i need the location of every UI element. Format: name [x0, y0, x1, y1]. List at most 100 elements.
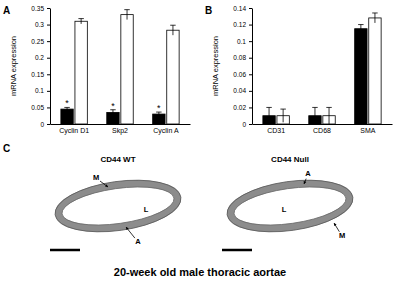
panel-label: A: [3, 5, 10, 16]
y-tick: 0.12: [233, 21, 252, 28]
y-tick: 0: [40, 121, 50, 128]
panel-label: C: [3, 143, 10, 154]
y-tick-mark: [47, 74, 50, 75]
chart-1: 00.020.040.060.080.10.120.14CD31CD68SMA: [233, 5, 392, 134]
error-cap: [170, 25, 175, 26]
error-cap: [312, 107, 317, 108]
y-tick: 0.25: [31, 38, 50, 45]
y-tick: 0.1: [35, 87, 50, 94]
error-cap: [78, 18, 83, 19]
error-bar: [329, 107, 330, 124]
y-tick: 0.05: [31, 104, 50, 111]
scale-bar: [222, 249, 252, 252]
image-title: CD44 WT: [100, 155, 135, 164]
y-tick: 0.1: [237, 38, 252, 45]
y-tick-mark: [249, 107, 252, 108]
error-bar: [172, 25, 173, 35]
x-axis: Cyclin D1 Skp2 Cyclin A: [51, 124, 191, 135]
vessel-lumen-edge: [60, 181, 177, 231]
caption: 20-week old male thoracic aortae: [114, 266, 286, 278]
y-tick-mark: [47, 124, 50, 125]
error-bar: [81, 19, 82, 24]
pointer: [100, 181, 108, 187]
y-tick: 0.3: [35, 21, 50, 28]
y-tick-mark: [249, 8, 252, 9]
error-cap: [266, 107, 271, 108]
x-axis-line: [253, 124, 393, 125]
y-tick-label: 0.15: [31, 71, 44, 78]
y-axis: 0 0.05 0.1 0.15 0.2 0.25 0.3 0.35: [31, 5, 50, 128]
y-tick-mark: [249, 74, 252, 75]
y-tick-label: 0.25: [31, 38, 44, 45]
chart-0: 00.050.10.150.20.250.30.35Cyclin D1Skp2C…: [31, 5, 190, 135]
error-cap: [358, 24, 363, 25]
y-tick-mark: [47, 8, 50, 9]
y-axis-title: mRNA expression: [9, 36, 18, 96]
vessel-outline: [52, 173, 185, 239]
y-tick-mark: [47, 41, 50, 42]
y-tick-label: 0.04: [233, 87, 246, 94]
image-title: CD44 Null: [271, 155, 309, 164]
x-tick-label: Skp2: [112, 127, 128, 135]
y-tick: 0: [242, 121, 252, 128]
y-tick-label: 0.05: [31, 104, 44, 111]
scale-bar: [50, 249, 80, 252]
bar: [61, 109, 73, 124]
y-tick-label: 0: [40, 121, 44, 128]
y-tick-mark: [47, 25, 50, 26]
y-tick-mark: [47, 107, 50, 108]
x-tick-label: SMA: [360, 127, 376, 134]
pointer: [334, 223, 339, 232]
y-tick-label: 0.1: [35, 87, 44, 94]
error-cap: [124, 9, 129, 10]
y-tick: 0.08: [233, 54, 252, 61]
vessel-outline: [224, 173, 357, 239]
bar: [167, 30, 179, 124]
annotation: *: [65, 98, 69, 108]
y-tick-mark: [249, 41, 252, 42]
pointer: [126, 227, 135, 238]
micrograph: CD44 WTMAL: [50, 155, 184, 250]
y-tick-label: 0.14: [233, 5, 246, 12]
y-axis-title: mRNA expression: [211, 36, 220, 96]
x-tick: Cyclin D1: [59, 124, 89, 135]
y-tick-label: 0.06: [233, 71, 246, 78]
pointer-head: [105, 184, 108, 187]
error-bar: [360, 25, 361, 33]
error-bar: [314, 107, 315, 124]
structure-label: A: [135, 237, 141, 246]
error-cap: [326, 107, 331, 108]
y-tick-label: 0.02: [233, 104, 246, 111]
pointer: [304, 179, 306, 184]
bar: [75, 21, 87, 124]
x-tick-label: CD31: [267, 127, 285, 134]
plot-area: [61, 10, 179, 124]
y-tick: 0.2: [35, 54, 50, 61]
error-cap: [372, 12, 377, 13]
y-tick: 0.06: [233, 71, 252, 78]
y-tick-label: 0.3: [35, 21, 44, 28]
plot-area: [263, 13, 381, 124]
pointer-head: [126, 227, 129, 230]
annotation: *: [111, 101, 115, 111]
error-bar: [283, 109, 284, 122]
panel-label: B: [205, 5, 212, 16]
x-tick: CD31: [267, 124, 285, 134]
y-tick: 0.35: [31, 5, 50, 12]
vessel-lumen-edge: [232, 181, 349, 231]
x-tick: Skp2: [112, 124, 128, 135]
structure-label: L: [282, 205, 287, 214]
y-tick: 0.02: [233, 104, 252, 111]
error-cap: [280, 109, 285, 110]
structure-label: A: [305, 169, 311, 178]
structure-label: M: [339, 231, 345, 240]
figure: 00.050.10.150.20.250.30.35Cyclin D1Skp2C…: [0, 0, 400, 284]
pointer-head: [304, 181, 307, 184]
x-tick-label: Cyclin A: [153, 127, 179, 135]
y-tick: 0.04: [233, 87, 252, 94]
y-tick-label: 0.35: [31, 5, 44, 12]
y-tick-label: 0.1: [237, 38, 246, 45]
y-tick-label: 0.2: [35, 54, 44, 61]
error-bar: [269, 107, 270, 124]
x-tick: SMA: [360, 124, 376, 134]
